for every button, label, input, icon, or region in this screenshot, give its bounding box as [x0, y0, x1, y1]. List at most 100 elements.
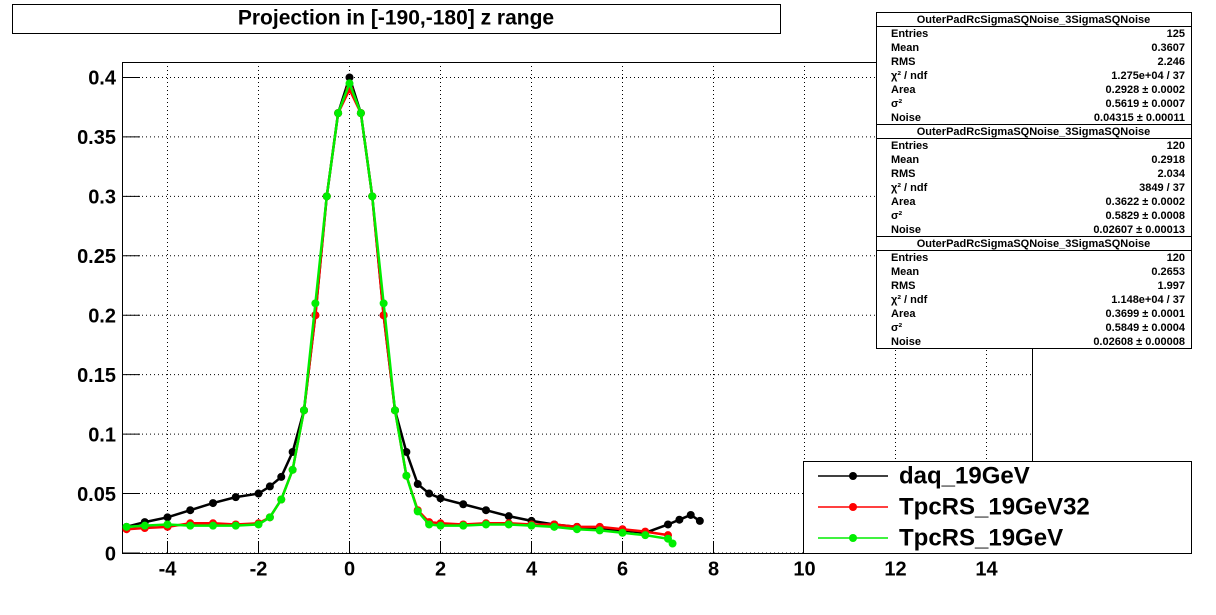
x-tick-label: 8	[708, 558, 719, 580]
data-point	[595, 526, 604, 535]
data-point	[254, 489, 263, 498]
stats-label: Noise	[891, 112, 921, 124]
data-point	[618, 528, 627, 537]
data-point	[482, 520, 490, 529]
x-tick-label: 12	[884, 558, 906, 580]
data-point	[265, 513, 274, 522]
data-point	[402, 471, 411, 480]
stats-value: 0.3607	[1151, 42, 1185, 54]
stats-label: χ² / ndf	[891, 294, 928, 306]
x-tick-label: 2	[435, 558, 446, 580]
stats-label: Area	[891, 84, 916, 96]
data-point	[413, 507, 422, 516]
data-point	[668, 539, 677, 548]
series-line	[126, 79, 674, 545]
data-point	[686, 510, 695, 519]
legend-marker	[849, 534, 857, 542]
data-point	[573, 525, 581, 534]
stats-value: 0.2928 ± 0.0002	[1106, 84, 1185, 96]
stats-value: 120	[1167, 252, 1185, 264]
stats-box	[876, 12, 1192, 125]
series-line	[126, 86, 669, 537]
stats-label: Area	[891, 308, 916, 320]
data-point	[459, 521, 468, 530]
data-point	[231, 493, 240, 502]
stats-value: 0.5829 ± 0.0008	[1106, 210, 1185, 222]
data-point	[277, 495, 286, 504]
data-point	[356, 109, 365, 118]
data-point	[504, 520, 513, 529]
data-point	[163, 520, 172, 529]
stats-label: σ²	[891, 322, 903, 334]
stats-label: Noise	[891, 224, 921, 236]
y-tick-label: 0.05	[77, 484, 116, 506]
data-point	[425, 520, 434, 529]
data-point	[254, 520, 263, 529]
data-point	[379, 299, 388, 308]
stats-label: Mean	[891, 42, 919, 54]
y-tick-label: 0.25	[77, 246, 116, 268]
data-point	[436, 521, 445, 530]
stats-title: OuterPadRcSigmaSQNoise_3SigmaSQNoise	[917, 238, 1151, 250]
data-point	[231, 521, 240, 530]
stats-label: Area	[891, 196, 916, 208]
data-point	[695, 516, 704, 525]
stats-value: 0.5619 ± 0.0007	[1106, 98, 1185, 110]
data-point	[368, 192, 377, 201]
data-point	[664, 520, 672, 529]
data-point	[140, 521, 149, 530]
stats-label: Entries	[891, 252, 928, 264]
stats-label: Mean	[891, 154, 919, 166]
stats-label: Noise	[891, 336, 921, 348]
data-point	[163, 513, 172, 522]
stats-value: 0.2653	[1151, 266, 1185, 278]
stats-value: 2.246	[1157, 56, 1185, 68]
data-point	[413, 480, 422, 489]
stats-label: χ² / ndf	[891, 182, 928, 194]
data-point	[504, 512, 513, 521]
stats-value: 3849 / 37	[1139, 182, 1185, 194]
y-tick-label: 0.3	[88, 187, 116, 209]
y-tick-label: 0.2	[88, 306, 116, 328]
y-tick-label: 0.35	[77, 127, 116, 149]
data-point	[288, 465, 297, 474]
data-point	[345, 73, 354, 82]
stats-value: 2.034	[1157, 168, 1185, 180]
stats-value: 0.3622 ± 0.0002	[1106, 196, 1185, 208]
stats-label: RMS	[891, 280, 915, 292]
data-point	[675, 515, 684, 524]
legend-label: TpcRS_19GeV32	[899, 493, 1090, 520]
x-tick-label: -4	[159, 558, 178, 580]
stats-label: Mean	[891, 266, 919, 278]
x-tick-label: -2	[250, 558, 268, 580]
series-line	[126, 73, 701, 535]
data-point	[322, 192, 331, 201]
x-tick-label: 0	[344, 558, 355, 580]
stats-value: 120	[1167, 140, 1185, 152]
legend-label: daq_19GeV	[899, 462, 1030, 489]
data-point	[482, 506, 490, 515]
stats-label: σ²	[891, 98, 903, 110]
stats-value: 1.148e+04 / 37	[1111, 294, 1185, 306]
x-tick-label: 10	[793, 558, 815, 580]
x-tick-label: 4	[526, 558, 538, 580]
x-tick-label: 6	[617, 558, 628, 580]
data-point	[345, 79, 354, 88]
data-point	[209, 499, 217, 508]
stats-value: 0.04315 ± 0.00011	[1094, 112, 1185, 124]
data-point	[265, 482, 274, 491]
data-point	[459, 500, 468, 509]
y-tick-label: 0.15	[77, 365, 116, 387]
data-point	[311, 299, 320, 308]
stats-value: 0.02607 ± 0.00013	[1093, 224, 1185, 236]
stats-value: 0.2918	[1151, 154, 1185, 166]
legend-marker	[849, 472, 857, 480]
stats-value: 0.5849 ± 0.0004	[1106, 322, 1186, 334]
data-point	[186, 521, 195, 530]
stats-value: 125	[1167, 28, 1185, 40]
stats-value: 1.997	[1157, 280, 1185, 292]
stats-label: RMS	[891, 168, 915, 180]
stats-title: OuterPadRcSigmaSQNoise_3SigmaSQNoise	[917, 14, 1151, 26]
title-box	[12, 4, 781, 34]
data-point	[436, 494, 445, 503]
